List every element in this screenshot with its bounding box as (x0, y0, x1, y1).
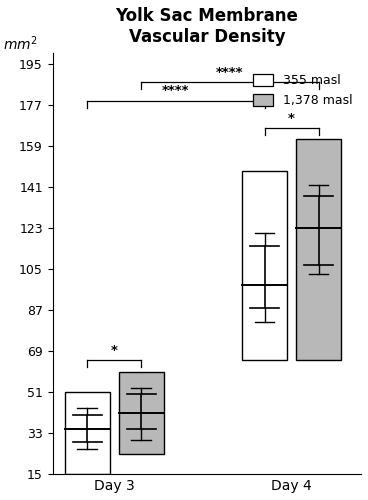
Text: *: * (111, 344, 118, 357)
Bar (119, 372, 164, 454)
Bar (242, 172, 287, 360)
Title: Yolk Sac Membrane
Vascular Density: Yolk Sac Membrane Vascular Density (116, 7, 298, 46)
Text: ****: **** (162, 84, 190, 98)
Legend: 355 masl, 1,378 masl: 355 masl, 1,378 masl (250, 72, 355, 110)
Bar (65, 392, 110, 474)
Text: ****: **** (216, 66, 244, 79)
Text: $mm^2$: $mm^2$ (3, 34, 38, 53)
Text: *: * (288, 112, 295, 124)
Bar (296, 140, 341, 360)
